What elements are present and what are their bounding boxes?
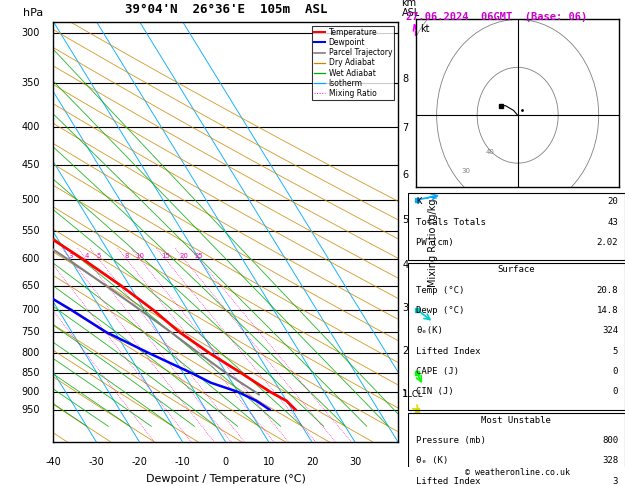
Text: 700: 700 [21, 305, 40, 315]
Legend: Temperature, Dewpoint, Parcel Trajectory, Dry Adiabat, Wet Adiabat, Isotherm, Mi: Temperature, Dewpoint, Parcel Trajectory… [312, 26, 394, 100]
Text: 8: 8 [403, 73, 408, 84]
Text: Totals Totals: Totals Totals [416, 218, 486, 227]
Text: 328: 328 [602, 456, 618, 466]
Text: 600: 600 [21, 254, 40, 264]
Text: © weatheronline.co.uk: © weatheronline.co.uk [465, 468, 569, 477]
Text: 4: 4 [84, 253, 89, 260]
Text: 800: 800 [21, 348, 40, 358]
Text: 30: 30 [461, 168, 470, 174]
Text: 6: 6 [403, 170, 408, 180]
Text: -20: -20 [131, 457, 148, 467]
Text: 750: 750 [21, 328, 40, 337]
Text: 4: 4 [403, 260, 408, 270]
Text: 500: 500 [21, 195, 40, 205]
Text: 2: 2 [403, 347, 409, 356]
Text: 43: 43 [608, 218, 618, 227]
Text: 10: 10 [263, 457, 275, 467]
Text: 400: 400 [21, 122, 40, 132]
Text: -10: -10 [175, 457, 191, 467]
Text: 950: 950 [21, 404, 40, 415]
Text: -40: -40 [45, 457, 62, 467]
Text: Lifted Index: Lifted Index [416, 477, 481, 486]
Text: 15: 15 [161, 253, 170, 260]
Text: Surface: Surface [498, 265, 535, 274]
Text: 5: 5 [403, 214, 409, 225]
Text: 20: 20 [608, 197, 618, 207]
Text: 25: 25 [194, 253, 203, 260]
Text: 324: 324 [602, 326, 618, 335]
Text: 5: 5 [613, 347, 618, 356]
Text: 2.02: 2.02 [596, 238, 618, 247]
Text: 7: 7 [403, 123, 409, 133]
Text: θₑ(K): θₑ(K) [416, 326, 443, 335]
Bar [408, 413, 625, 486]
Text: Most Unstable: Most Unstable [481, 416, 551, 425]
Text: kt: kt [420, 24, 430, 35]
Text: 20: 20 [180, 253, 189, 260]
Text: Pressure (mb): Pressure (mb) [416, 436, 486, 445]
Text: 40: 40 [485, 149, 494, 155]
Text: 39°04'N  26°36'E  105m  ASL: 39°04'N 26°36'E 105m ASL [125, 2, 327, 16]
Text: 8: 8 [125, 253, 129, 260]
Text: 10: 10 [136, 253, 145, 260]
Text: 20.8: 20.8 [596, 286, 618, 295]
Text: 0: 0 [613, 367, 618, 376]
Text: 3: 3 [403, 303, 408, 313]
Text: 650: 650 [21, 280, 40, 291]
Text: -30: -30 [89, 457, 104, 467]
Text: 14.8: 14.8 [596, 306, 618, 315]
Bar [408, 193, 625, 260]
Text: 300: 300 [21, 28, 40, 38]
Text: Lifted Index: Lifted Index [416, 347, 481, 356]
Text: 20: 20 [306, 457, 318, 467]
Text: km
ASL: km ASL [401, 0, 420, 17]
Text: 5: 5 [97, 253, 101, 260]
Text: CAPE (J): CAPE (J) [416, 367, 459, 376]
Text: K: K [416, 197, 421, 207]
Text: 550: 550 [21, 226, 40, 236]
Text: 0: 0 [223, 457, 229, 467]
Text: Dewp (°C): Dewp (°C) [416, 306, 465, 315]
Text: 800: 800 [602, 436, 618, 445]
Text: 850: 850 [21, 368, 40, 378]
Text: 27.06.2024  06GMT  (Base: 06): 27.06.2024 06GMT (Base: 06) [406, 12, 587, 22]
Text: 30: 30 [349, 457, 361, 467]
Text: θₑ (K): θₑ (K) [416, 456, 448, 466]
Text: 900: 900 [21, 387, 40, 397]
Text: hPa: hPa [23, 8, 43, 17]
Text: 0: 0 [613, 387, 618, 396]
Text: 450: 450 [21, 160, 40, 171]
Text: 3: 3 [69, 253, 73, 260]
Text: CIN (J): CIN (J) [416, 387, 454, 396]
Text: 350: 350 [21, 78, 40, 88]
Text: PW (cm): PW (cm) [416, 238, 454, 247]
Bar [408, 262, 625, 410]
Text: Mixing Ratio (g/kg): Mixing Ratio (g/kg) [428, 194, 438, 287]
Text: 1: 1 [403, 389, 408, 399]
Text: 1LCL: 1LCL [403, 390, 423, 399]
Text: 3: 3 [613, 477, 618, 486]
Text: Dewpoint / Temperature (°C): Dewpoint / Temperature (°C) [146, 474, 306, 484]
Text: Temp (°C): Temp (°C) [416, 286, 465, 295]
